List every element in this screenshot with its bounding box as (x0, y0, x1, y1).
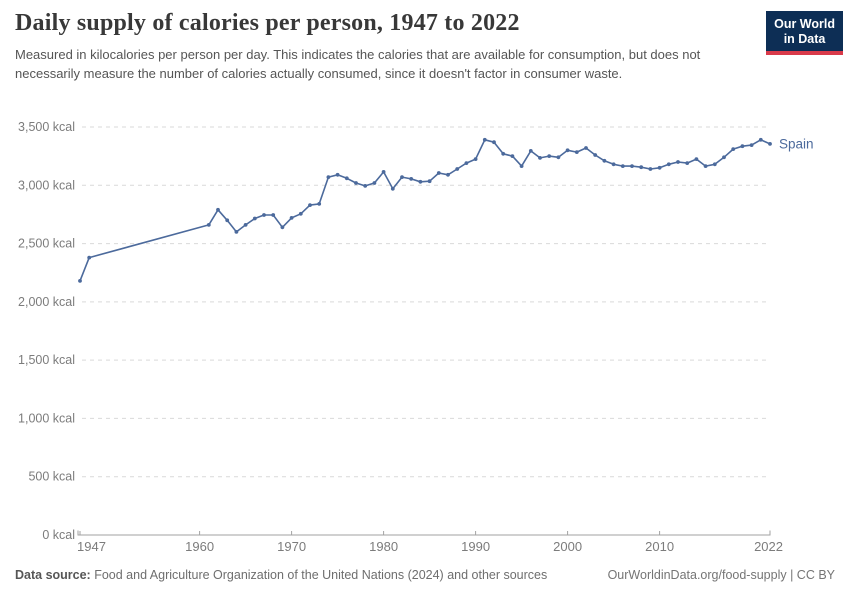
y-axis-tick-label: 1,000 kcal (18, 411, 75, 425)
x-axis-line (77, 530, 771, 536)
owid-logo[interactable]: Our World in Data (766, 11, 843, 55)
calorie-supply-line-chart: 0 kcal 500 kcal 1,000 kcal 1,500 kcal 2,000 … (18, 120, 814, 554)
series-point[interactable] (87, 255, 92, 260)
series-point[interactable] (574, 150, 579, 155)
series-point[interactable] (289, 216, 294, 220)
series-point[interactable] (758, 137, 763, 142)
series-point[interactable] (722, 155, 726, 160)
series-point[interactable] (703, 164, 708, 169)
series-point[interactable] (501, 151, 506, 156)
series-point[interactable] (712, 162, 717, 167)
series-point[interactable] (685, 161, 690, 166)
y-axis-tick-label: 3,500 kcal (18, 120, 75, 134)
series-point[interactable] (473, 157, 478, 162)
series-point[interactable] (280, 225, 285, 230)
series-point[interactable] (372, 181, 377, 185)
series-point[interactable] (740, 144, 745, 149)
series-point[interactable] (620, 164, 625, 169)
y-axis-tick-label: 0 kcal (42, 528, 75, 542)
series-point[interactable] (225, 218, 230, 223)
x-axis-tick-label: 1990 (461, 539, 490, 554)
series-line-spain[interactable] (79, 139, 771, 282)
series-point[interactable] (749, 143, 754, 148)
footer-citation-link[interactable]: OurWorldinData.org/food-supply | CC BY (607, 568, 835, 582)
y-axis-tick-label: 500 kcal (28, 470, 75, 484)
series-point[interactable] (464, 161, 469, 166)
series-point[interactable] (298, 211, 303, 216)
x-axis-tick-label: 1960 (185, 539, 214, 554)
data-source-note: Data source: Food and Agriculture Organi… (15, 568, 547, 582)
x-axis-tick-label: 2000 (553, 539, 582, 554)
series-point[interactable] (390, 186, 395, 191)
series-point[interactable] (216, 207, 220, 212)
series-point[interactable] (593, 153, 598, 157)
series-point[interactable] (317, 202, 322, 206)
y-axis-tick-label: 3,000 kcal (18, 178, 75, 192)
series-point[interactable] (510, 154, 515, 159)
series-point[interactable] (455, 167, 460, 171)
series-point[interactable] (381, 170, 386, 174)
series-point[interactable] (556, 155, 561, 160)
series-point[interactable] (354, 181, 358, 185)
series-point[interactable] (271, 213, 276, 217)
series-point[interactable] (427, 179, 432, 184)
series-point[interactable] (611, 162, 616, 167)
series-point[interactable] (409, 177, 414, 181)
data-source-label: Data source: (15, 568, 91, 582)
series-point[interactable] (528, 149, 533, 153)
series-point[interactable] (252, 216, 257, 221)
series-point[interactable] (768, 142, 772, 146)
series-point[interactable] (694, 157, 699, 162)
x-axis-tick-label: 1970 (277, 539, 306, 554)
series-point[interactable] (418, 179, 423, 184)
series-point[interactable] (547, 154, 552, 159)
series-point[interactable] (363, 184, 368, 188)
owid-logo-line1: Our World (774, 17, 835, 31)
series-point[interactable] (326, 175, 331, 180)
data-source-text: Food and Agriculture Organization of the… (90, 568, 548, 582)
series-point[interactable] (584, 146, 588, 150)
series-point[interactable] (630, 164, 634, 169)
chart-header: Daily supply of calories per person, 194… (15, 10, 755, 84)
y-axis-tick-label: 2,000 kcal (18, 295, 75, 309)
series-point[interactable] (519, 164, 524, 169)
series-point[interactable] (676, 160, 680, 164)
owid-logo-line2: in Data (783, 32, 826, 46)
series-point[interactable] (78, 279, 82, 283)
series-point[interactable] (436, 171, 441, 175)
y-axis-tick-label: 1,500 kcal (18, 353, 75, 367)
series-point[interactable] (666, 162, 671, 167)
series-point[interactable] (308, 203, 312, 208)
series-point[interactable] (262, 213, 266, 217)
chart-footer: Data source: Food and Agriculture Organi… (15, 568, 835, 582)
series-point[interactable] (538, 156, 542, 160)
x-axis-tick-label: 2022 (754, 539, 783, 554)
series-point[interactable] (639, 165, 644, 170)
series-point[interactable] (731, 147, 736, 152)
page-title: Daily supply of calories per person, 194… (15, 10, 520, 36)
chart-subtitle: Measured in kilocalories per person per … (15, 47, 701, 81)
series-point[interactable] (344, 176, 349, 181)
series-point[interactable] (400, 175, 404, 180)
series-point[interactable] (446, 172, 450, 177)
series-point[interactable] (657, 165, 662, 170)
series-label-spain[interactable]: Spain (779, 136, 814, 151)
x-axis-tick-label: 2010 (645, 539, 674, 554)
series-point[interactable] (602, 158, 607, 163)
series-point[interactable] (206, 223, 211, 227)
series-point[interactable] (565, 148, 570, 153)
x-axis-tick-label: 1947 (77, 539, 106, 554)
series-point[interactable] (335, 172, 340, 177)
series-point[interactable] (492, 140, 496, 145)
series-point[interactable] (648, 167, 653, 171)
series-point[interactable] (234, 230, 239, 234)
series-point[interactable] (243, 223, 248, 227)
x-axis-tick-label: 1980 (369, 539, 398, 554)
y-axis-tick-label: 2,500 kcal (18, 237, 75, 251)
series-point[interactable] (482, 137, 487, 142)
